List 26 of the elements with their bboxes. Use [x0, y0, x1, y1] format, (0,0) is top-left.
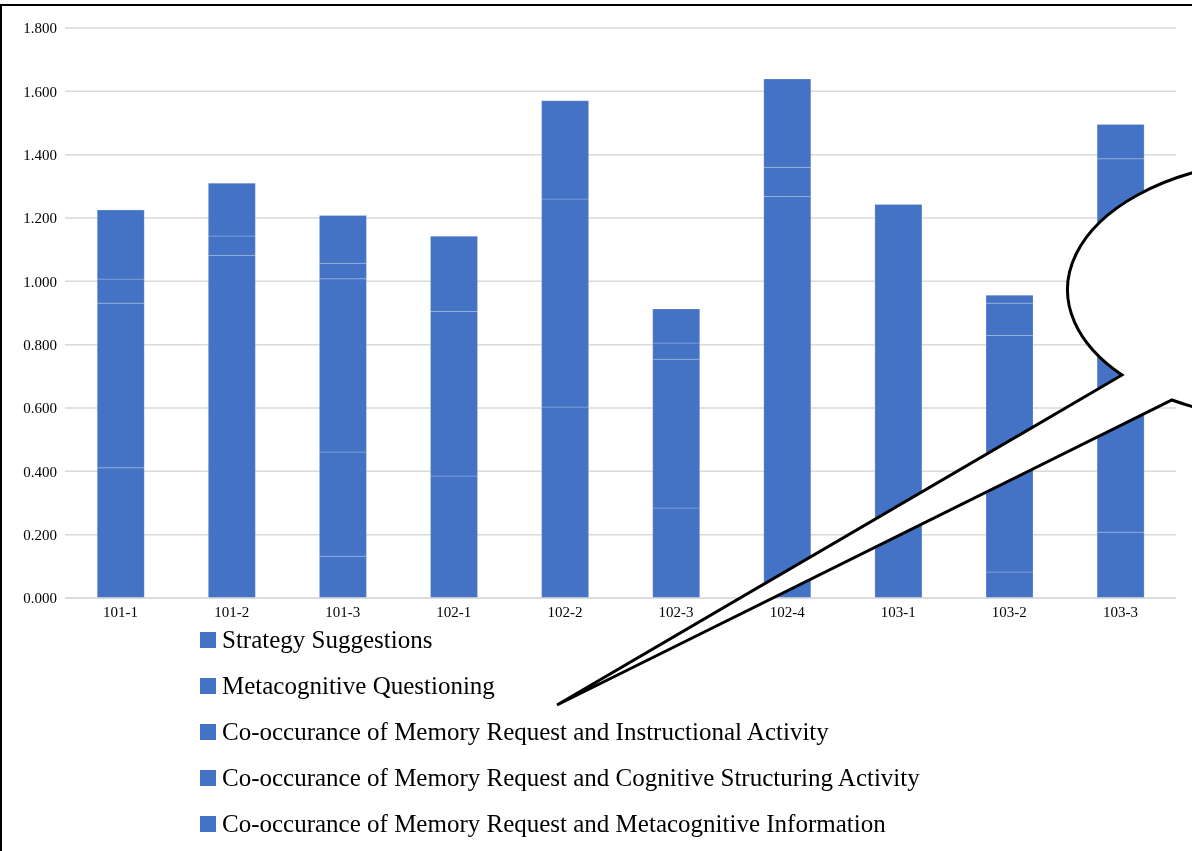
y-tick-label: 1.800 — [23, 20, 57, 37]
x-tick-label: 101-1 — [103, 603, 139, 620]
y-tick-label: 1.600 — [23, 83, 57, 100]
x-tick-label: 101-2 — [214, 603, 250, 620]
legend-label: Co-occurance of Memory Request and Instructional Activity — [222, 718, 829, 746]
y-tick-label: 0.600 — [23, 400, 57, 417]
y-tick-label: 1.200 — [23, 210, 57, 227]
legend-label: Co-occurance of Memory Request and Cognitive Structuring Activity — [222, 764, 920, 792]
x-tick-label: 102-3 — [658, 603, 694, 620]
y-tick-label: 0.800 — [23, 336, 57, 353]
x-tick-label: 103-2 — [991, 603, 1027, 620]
x-tick-label: 103-1 — [880, 603, 916, 620]
legend-label: Metacognitive Questioning — [222, 672, 495, 700]
y-tick-label: 1.000 — [23, 273, 57, 290]
x-tick-label: 103-3 — [1102, 603, 1138, 620]
x-tick-label: 102-2 — [547, 603, 583, 620]
y-tick-label: 0.200 — [23, 526, 57, 543]
y-tick-label: 1.400 — [23, 146, 57, 163]
x-tick-label: 101-3 — [325, 603, 361, 620]
x-tick-label: 102-1 — [436, 603, 472, 620]
legend-label: Co-occurance of Memory Request and Metacognitive Information — [222, 810, 886, 838]
x-tick-label: 102-4 — [769, 603, 806, 620]
y-tick-label: 0.000 — [23, 590, 57, 607]
y-tick-label: 0.400 — [23, 463, 57, 480]
bar — [874, 204, 923, 598]
legend-label: Strategy Suggestions — [222, 626, 433, 654]
